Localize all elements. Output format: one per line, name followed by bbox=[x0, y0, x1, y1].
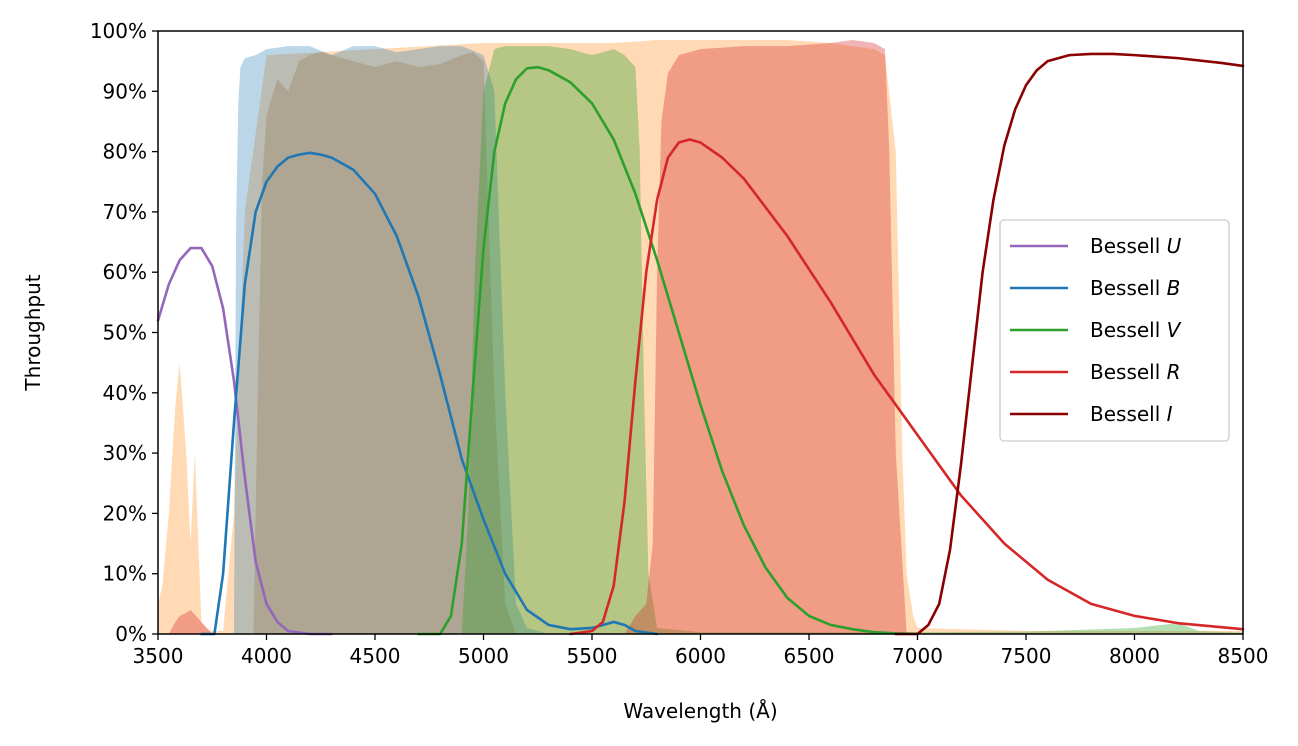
x-tick-label: 6500 bbox=[784, 644, 835, 668]
y-tick-label: 70% bbox=[103, 200, 147, 224]
series-line-b bbox=[200, 151, 659, 636]
x-tick-label: 8500 bbox=[1218, 644, 1269, 668]
legend: Bessell U Bessell B Bessell V Bessell R Bess… bbox=[999, 219, 1230, 442]
y-tick-label: 0% bbox=[115, 622, 147, 646]
x-tick-label: 4000 bbox=[241, 644, 292, 668]
series-line-v bbox=[417, 65, 919, 636]
filled-regions bbox=[158, 40, 1243, 635]
x-tick-label: 5500 bbox=[567, 644, 618, 668]
y-tick-label: 10% bbox=[103, 562, 147, 586]
y-tick-label: 90% bbox=[103, 79, 147, 103]
x-tick-label: 4500 bbox=[350, 644, 401, 668]
legend-box bbox=[999, 219, 1230, 442]
x-tick-label: 3500 bbox=[133, 644, 184, 668]
y-axis-label: Throughput bbox=[21, 274, 45, 391]
y-tick-label: 50% bbox=[103, 321, 147, 345]
y-tick-label: 100% bbox=[90, 19, 147, 43]
x-tick-label: 8000 bbox=[1109, 644, 1160, 668]
filled-region-5 bbox=[168, 40, 907, 635]
filled-region-3 bbox=[253, 52, 517, 635]
legend-label-r: Bessell R bbox=[1090, 360, 1181, 384]
filled-region-4 bbox=[461, 46, 1243, 634]
x-axis-label: Wavelength (Å) bbox=[623, 699, 777, 723]
y-tick-label: 40% bbox=[103, 381, 147, 405]
x-tick-label: 5000 bbox=[458, 644, 509, 668]
series-line-i bbox=[894, 52, 1245, 636]
legend-label-b: Bessell B bbox=[1090, 276, 1180, 300]
y-tick-label: 60% bbox=[103, 260, 147, 284]
legend-label-u: Bessell U bbox=[1090, 234, 1182, 258]
x-tick-label: 7000 bbox=[892, 644, 943, 668]
x-axis-ticks: 3500 4000 4500 5000 5500 6000 6500 7000 7500 8000… bbox=[133, 634, 1269, 668]
x-tick-label: 7500 bbox=[1001, 644, 1052, 668]
y-tick-label: 20% bbox=[103, 501, 147, 525]
legend-label-v: Bessell V bbox=[1090, 318, 1182, 342]
y-axis-ticks: 0% 10% 20% 30% 40% 50% 60% 70% 80% 90% 100% bbox=[90, 19, 158, 646]
legend-label-i: Bessell I bbox=[1090, 402, 1173, 426]
series-line-r bbox=[568, 138, 1245, 636]
y-tick-label: 80% bbox=[103, 140, 147, 164]
x-tick-label: 6000 bbox=[675, 644, 726, 668]
series-lines bbox=[156, 52, 1245, 636]
y-tick-label: 30% bbox=[103, 441, 147, 465]
series-line-u bbox=[156, 246, 333, 636]
